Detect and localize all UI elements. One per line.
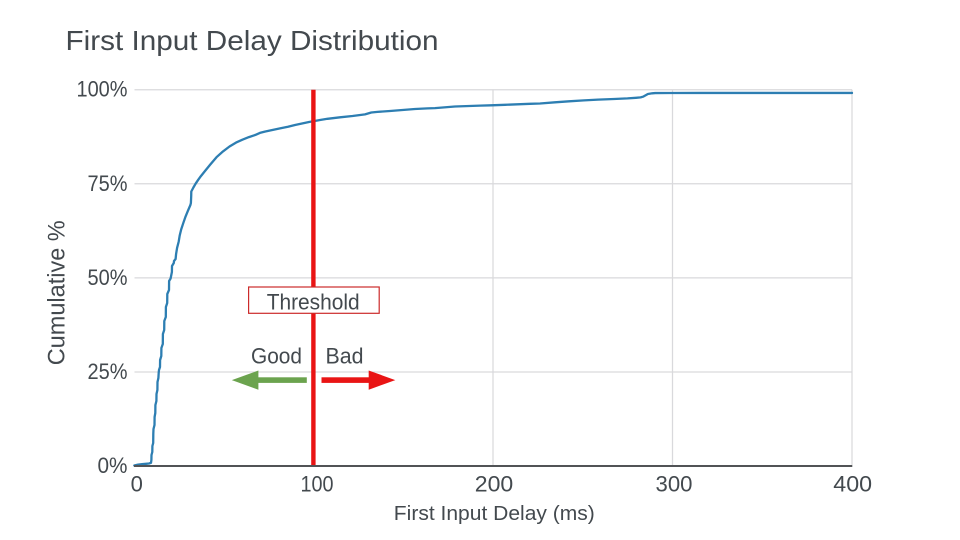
svg-text:First Input Delay (ms): First Input Delay (ms) bbox=[394, 502, 595, 525]
svg-text:100: 100 bbox=[301, 472, 334, 497]
svg-text:First Input Delay Distribution: First Input Delay Distribution bbox=[66, 25, 439, 56]
svg-text:25%: 25% bbox=[88, 359, 128, 384]
svg-text:Threshold: Threshold bbox=[267, 290, 360, 315]
svg-text:Cumulative %: Cumulative % bbox=[44, 220, 71, 365]
svg-text:Bad: Bad bbox=[326, 344, 364, 369]
svg-text:Good: Good bbox=[251, 344, 302, 369]
svg-text:300: 300 bbox=[656, 472, 693, 497]
svg-text:75%: 75% bbox=[88, 171, 128, 196]
svg-text:50%: 50% bbox=[88, 265, 128, 290]
svg-text:200: 200 bbox=[475, 472, 514, 497]
svg-text:400: 400 bbox=[833, 472, 872, 497]
svg-text:100%: 100% bbox=[77, 77, 128, 102]
svg-text:0: 0 bbox=[131, 472, 143, 497]
svg-text:0%: 0% bbox=[98, 453, 128, 478]
